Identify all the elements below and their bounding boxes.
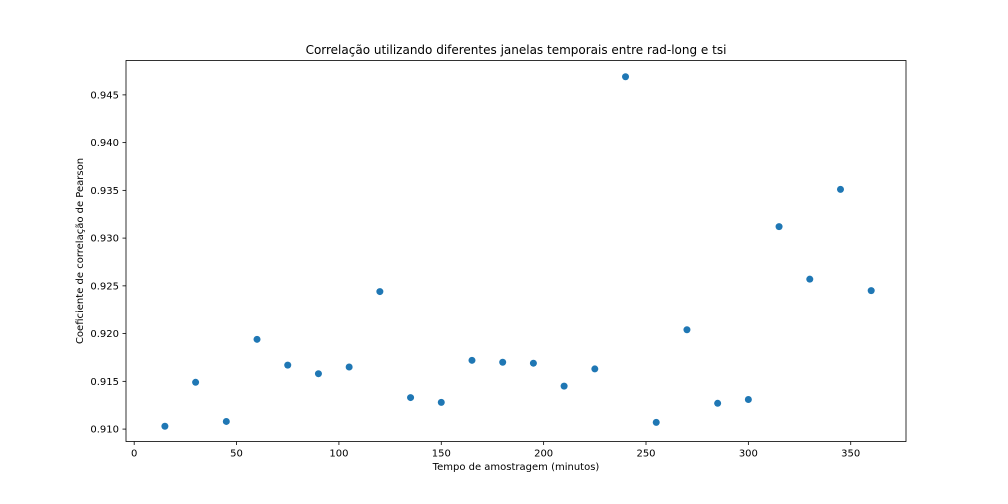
y-tick-label: 0.930 bbox=[90, 234, 119, 245]
data-points bbox=[161, 73, 875, 430]
data-point bbox=[284, 361, 292, 369]
data-point bbox=[652, 418, 660, 426]
y-tick-label: 0.940 bbox=[90, 138, 119, 149]
data-point bbox=[253, 335, 261, 343]
x-tick-label: 200 bbox=[534, 449, 553, 460]
x-tick-label: 0 bbox=[131, 449, 137, 460]
data-point bbox=[376, 288, 384, 296]
x-tick-label: 300 bbox=[739, 449, 758, 460]
y-tick-label: 0.925 bbox=[90, 281, 119, 292]
data-point bbox=[560, 382, 568, 390]
data-point bbox=[714, 399, 722, 407]
data-point bbox=[744, 395, 752, 403]
data-point bbox=[345, 363, 353, 371]
x-tick-label: 50 bbox=[230, 449, 243, 460]
data-point bbox=[222, 417, 230, 425]
data-point bbox=[775, 223, 783, 231]
chart-title: Correlação utilizando diferentes janelas… bbox=[306, 43, 727, 57]
y-tick-label: 0.945 bbox=[90, 90, 119, 101]
data-point bbox=[591, 365, 599, 373]
y-tick-label: 0.915 bbox=[90, 377, 119, 388]
x-axis-ticks: 0 50 100 150 200 250 300 350 bbox=[131, 441, 860, 460]
data-point bbox=[161, 422, 169, 430]
data-point bbox=[314, 370, 322, 378]
data-point bbox=[468, 356, 476, 364]
y-tick-label: 0.910 bbox=[90, 425, 119, 436]
y-axis-label: Coeficiente de correlação de Pearson bbox=[75, 158, 86, 344]
data-point bbox=[806, 275, 814, 283]
x-tick-label: 150 bbox=[432, 449, 451, 460]
data-point bbox=[437, 398, 445, 406]
data-point bbox=[683, 326, 691, 334]
data-point bbox=[529, 359, 537, 367]
x-tick-label: 100 bbox=[329, 449, 348, 460]
x-tick-label: 250 bbox=[636, 449, 655, 460]
x-axis-label: Tempo de amostragem (minutos) bbox=[432, 462, 600, 473]
data-point bbox=[622, 73, 630, 81]
data-point bbox=[867, 287, 875, 295]
y-tick-label: 0.920 bbox=[90, 329, 119, 340]
data-point bbox=[192, 378, 200, 386]
data-point bbox=[407, 394, 415, 402]
data-point bbox=[836, 185, 844, 193]
y-tick-label: 0.935 bbox=[90, 186, 119, 197]
x-tick-label: 350 bbox=[841, 449, 860, 460]
y-axis-ticks: 0.910 0.915 0.920 0.925 0.930 0.935 0.940 0.945 bbox=[90, 90, 126, 436]
plot-frame bbox=[125, 60, 907, 442]
data-point bbox=[499, 358, 507, 366]
